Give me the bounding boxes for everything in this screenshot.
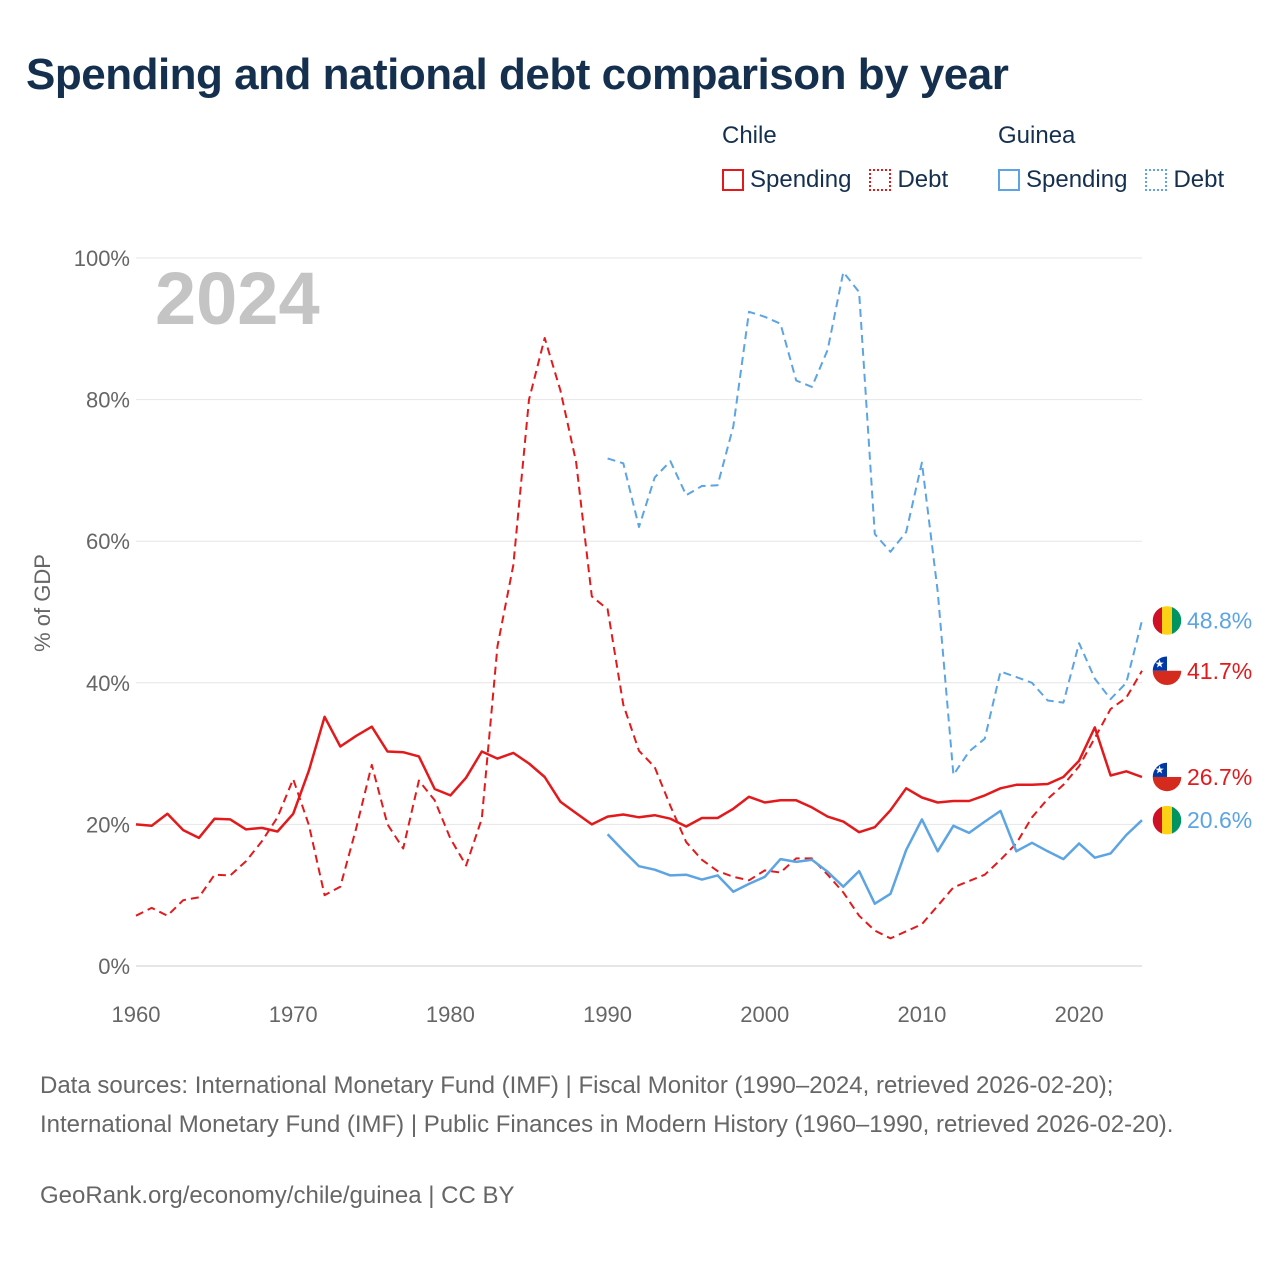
svg-text:★: ★ xyxy=(1155,763,1165,776)
legend-country-guinea: Guinea xyxy=(998,122,1076,149)
guinea-flag-icon xyxy=(1151,804,1183,836)
legend-item-guinea-spending[interactable]: Spending xyxy=(998,166,1127,194)
y-axis-label: % of GDP xyxy=(30,554,55,652)
legend-item-chile-debt[interactable]: Debt xyxy=(869,166,948,194)
x-tick-label: 2020 xyxy=(1055,1002,1104,1027)
x-tick-label: 2000 xyxy=(740,1002,789,1027)
legend-label-chile-debt: Debt xyxy=(897,166,949,193)
x-tick-label: 1980 xyxy=(426,1002,475,1027)
y-tick-label: 0% xyxy=(98,954,130,979)
source-credit-link[interactable]: GeoRank.org/economy/chile/guinea | CC BY xyxy=(40,1182,515,1209)
series-line-chile-spending[interactable] xyxy=(135,715,1143,840)
legend-swatch-solid-blue xyxy=(998,169,1020,191)
data-sources-note: Data sources: International Monetary Fun… xyxy=(40,1072,1174,1138)
axis-ticks: 0% 20% 40% 60% 80% 100% 1960 1970 1980 1990 2000 20… xyxy=(74,246,1104,1027)
legend-group-chile: Chile Spending Debt xyxy=(722,122,948,194)
legend-label-guinea-debt: Debt xyxy=(1173,166,1225,193)
legend-item-chile-spending[interactable]: Spending xyxy=(722,166,851,194)
legend-label-chile-spending: Spending xyxy=(750,166,852,193)
x-tick-label: 2010 xyxy=(897,1002,946,1027)
x-tick-label: 1990 xyxy=(583,1002,632,1027)
legend-swatch-dotted-blue xyxy=(1145,169,1168,191)
guinea-flag-icon xyxy=(1151,604,1183,637)
x-tick-label: 1970 xyxy=(269,1002,318,1027)
x-tick-label: 1960 xyxy=(112,1002,161,1027)
series-lines xyxy=(135,271,1143,940)
series-line-guinea-spending[interactable] xyxy=(606,809,1143,905)
series-line-chile-debt[interactable] xyxy=(135,337,1143,940)
y-tick-label: 40% xyxy=(86,671,130,696)
legend-swatch-solid-red xyxy=(722,169,744,191)
year-watermark: 2024 xyxy=(155,257,320,340)
y-tick-label: 80% xyxy=(86,388,130,413)
line-chart: 0% 20% 40% 60% 80% 100% 1960 1970 1980 1990 2000 20… xyxy=(30,246,1252,1027)
chile-flag-icon: ★ xyxy=(1151,761,1183,793)
end-value-label: 20.6% xyxy=(1187,807,1252,833)
end-value-label: 48.8% xyxy=(1187,607,1252,633)
y-tick-label: 20% xyxy=(86,812,130,837)
legend-label-guinea-spending: Spending xyxy=(1026,166,1128,193)
svg-text:★: ★ xyxy=(1155,657,1165,670)
grid-lines xyxy=(136,257,1142,967)
legend-group-guinea: Guinea Spending Debt xyxy=(998,122,1224,194)
end-value-label: 41.7% xyxy=(1187,658,1252,684)
legend-country-chile: Chile xyxy=(722,122,777,149)
chile-flag-icon: ★ xyxy=(1151,655,1183,687)
end-labels: ★ 26.7% ★ 41.7% 20.6% 48.8% xyxy=(1151,604,1252,836)
legend-item-guinea-debt[interactable]: Debt xyxy=(1145,166,1224,194)
y-tick-label: 60% xyxy=(86,529,130,554)
series-line-guinea-debt[interactable] xyxy=(607,271,1143,776)
end-value-label: 26.7% xyxy=(1187,764,1252,790)
legend-swatch-dotted-red xyxy=(869,169,892,191)
chart-title: Spending and national debt comparison by… xyxy=(26,50,1009,99)
y-tick-label: 100% xyxy=(74,246,130,271)
